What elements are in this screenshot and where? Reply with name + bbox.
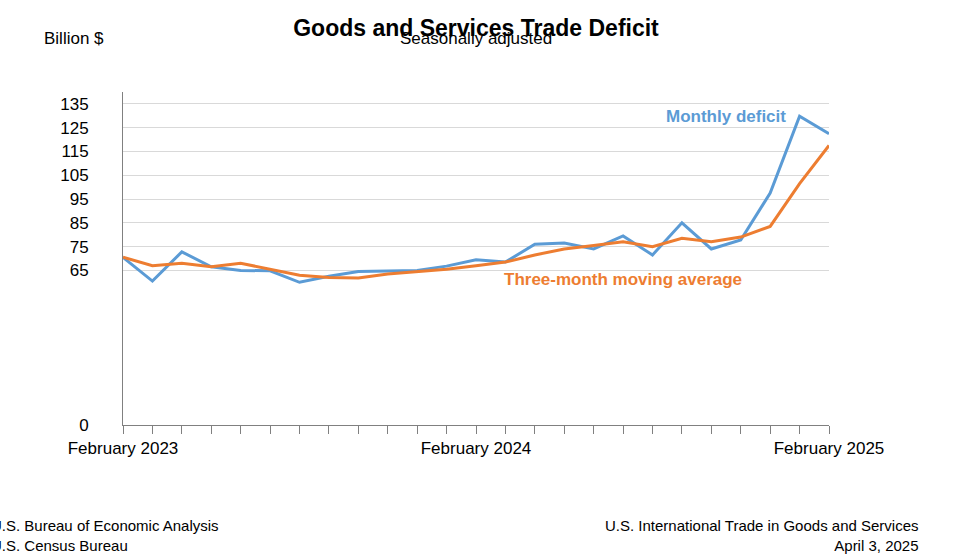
svg-text:Three-month moving average: Three-month moving average — [504, 270, 742, 289]
svg-text:125: 125 — [60, 119, 88, 138]
svg-text:85: 85 — [70, 214, 89, 233]
svg-text:U.S. International Trade in Go: U.S. International Trade in Goods and Se… — [605, 517, 919, 554]
svg-text:65: 65 — [70, 261, 89, 280]
svg-text:February 2023: February 2023 — [68, 439, 179, 458]
svg-text:Monthly deficit: Monthly deficit — [666, 107, 786, 126]
svg-text:135: 135 — [60, 95, 88, 114]
svg-text:Goods and Services Trade Defic: Goods and Services Trade Deficit — [293, 15, 659, 41]
svg-text:Seasonally adjusted: Seasonally adjusted — [400, 29, 552, 48]
svg-text:0: 0 — [79, 416, 88, 435]
svg-text:February 2024: February 2024 — [421, 439, 532, 458]
svg-text:115: 115 — [61, 142, 88, 161]
svg-text:U.S. Bureau of Economic Analys: U.S. Bureau of Economic AnalysisU.S. Cen… — [0, 517, 219, 554]
svg-text:Billion $: Billion $ — [44, 29, 104, 48]
svg-text:105: 105 — [60, 166, 88, 185]
svg-text:75: 75 — [70, 238, 89, 257]
svg-text:February 2025: February 2025 — [774, 439, 885, 458]
svg-text:95: 95 — [70, 190, 89, 209]
